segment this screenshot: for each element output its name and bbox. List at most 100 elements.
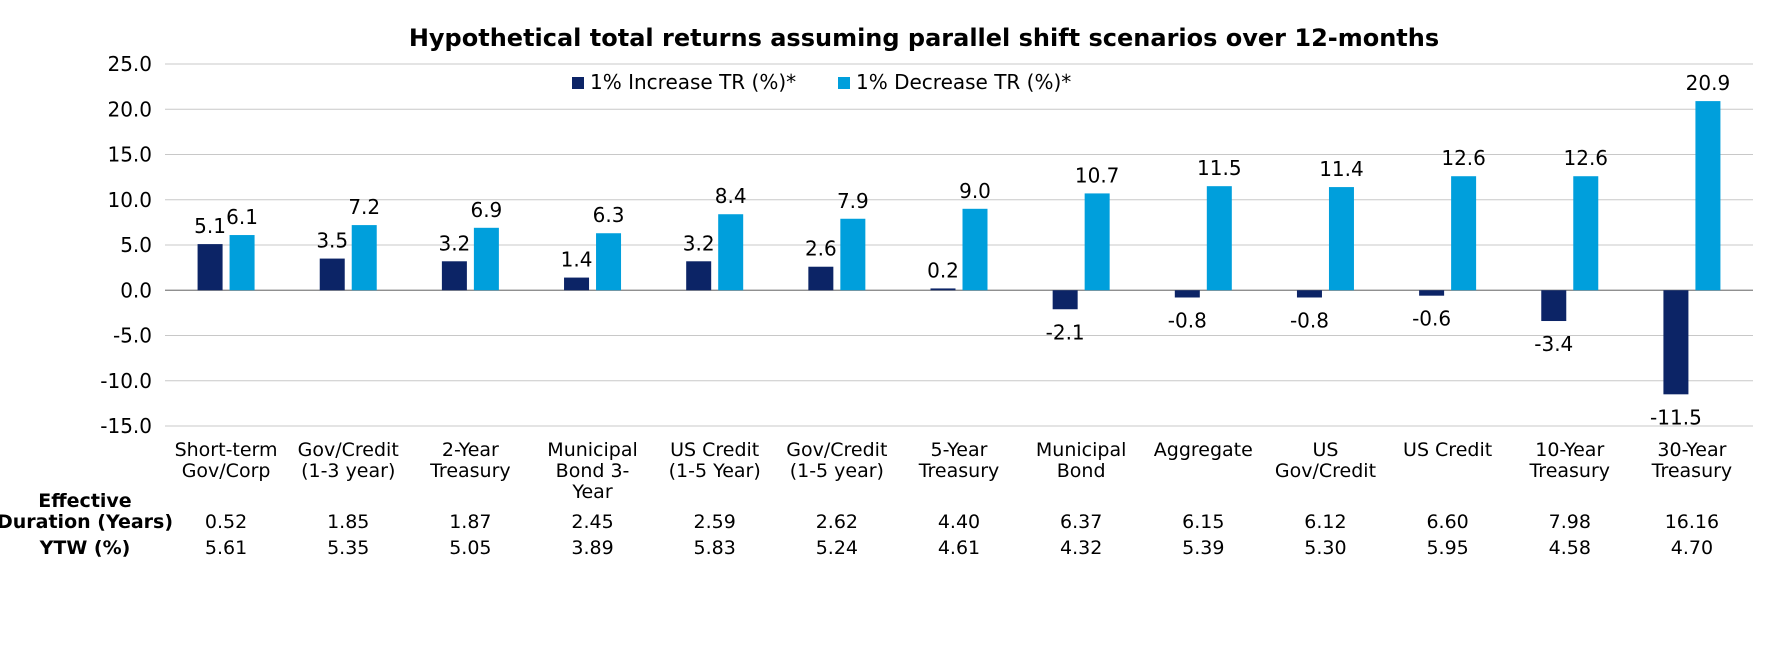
table-cell: 5.83 [694,537,736,559]
category-label: (1-3 year) [301,460,395,482]
table-cell: 2.45 [571,511,613,533]
bars [197,101,1721,395]
category-label: (1-5 Year) [669,460,761,482]
data-label: -0.8 [1290,308,1329,332]
bar-decrease [351,225,377,291]
table-cell: 5.30 [1304,537,1346,559]
bar-increase [930,288,956,291]
table-cell: 6.12 [1304,511,1346,533]
bar-increase [1419,290,1445,296]
data-label: -0.8 [1168,308,1207,332]
bar-decrease [1328,187,1354,291]
bar-increase [1663,290,1689,395]
data-label: 6.9 [470,198,502,222]
data-label: 5.1 [194,214,226,238]
table-cell: 4.32 [1060,537,1102,559]
data-label: 12.6 [1564,146,1609,170]
table-cell: 5.05 [449,537,491,559]
data-label: 1.4 [561,248,593,272]
data-label: -11.5 [1650,405,1702,429]
y-tick-label: -5.0 [113,324,152,348]
chart-title: Hypothetical total returns assuming para… [409,24,1439,52]
category-label: Municipal [547,439,637,461]
data-label: 3.2 [438,231,470,255]
category-label: Gov/Credit [298,439,399,461]
category-label: Bond 3- [556,460,630,482]
bar-decrease [229,235,255,291]
bar-decrease [473,227,499,291]
category-label: Gov/Corp [182,460,271,482]
category-label: Aggregate [1154,439,1253,461]
category-label: 10-Year [1535,439,1604,461]
table-cell: 6.15 [1182,511,1224,533]
table-cell: 2.62 [816,511,858,533]
y-tick-label: -10.0 [100,369,152,393]
category-label: Year [571,481,612,503]
legend-swatch [838,77,850,89]
category-label: Treasury [429,460,511,482]
bar-increase [1052,290,1078,310]
category-label: 2-Year [442,439,499,461]
data-label: 10.7 [1075,163,1120,187]
data-label: 11.5 [1197,156,1242,180]
y-tick-label: 0.0 [120,278,152,302]
data-label: 9.0 [959,179,991,203]
legend-label: 1% Decrease TR (%)* [856,70,1071,94]
legend-label: 1% Increase TR (%)* [590,70,796,94]
category-label: US [1312,439,1338,461]
y-tick-label: 5.0 [120,233,152,257]
bar-decrease [1206,186,1232,291]
data-label: 3.2 [683,231,715,255]
bar-decrease [1451,176,1477,291]
bar-increase [197,244,223,291]
table-cell: 1.87 [449,511,491,533]
bar-decrease [1573,176,1599,291]
table-cell: 6.60 [1426,511,1468,533]
gridlines [165,63,1753,427]
data-label: 11.4 [1319,157,1364,181]
data-label: 12.6 [1441,146,1486,170]
y-tick-label: 25.0 [107,52,152,76]
data-label: 3.5 [316,229,348,253]
legend-swatch [572,77,584,89]
table-row-label: YTW (%) [39,537,131,559]
data-label: 7.9 [837,189,869,213]
y-axis-ticks: 25.0 20.0 15.0 10.0 5.0 0.0 -5.0 -10.0 -15.0 [100,52,152,438]
bar-increase [564,277,590,291]
data-label: 8.4 [715,184,747,208]
bar-increase [441,261,467,291]
bar-increase [1541,290,1567,322]
category-label: Treasury [1528,460,1610,482]
y-tick-label: -15.0 [100,414,152,438]
category-label: Treasury [1651,460,1733,482]
table-cell: 0.52 [205,511,247,533]
bar-decrease [718,214,744,291]
category-label: Bond [1057,460,1106,482]
category-label: Short-term [175,439,278,461]
table-cell: 3.89 [571,537,613,559]
table-row-label: Effective [38,490,131,512]
data-label: 7.2 [348,195,380,219]
table-cell: 4.58 [1549,537,1591,559]
y-tick-label: 10.0 [107,188,152,212]
data-label: -3.4 [1534,332,1573,356]
data-label: 2.6 [805,237,837,261]
data-label: -2.1 [1046,320,1085,344]
data-labels: 5.1 6.13.57.23.26.91.46.33.28.42.67.90.29… [194,71,1730,429]
data-label: 6.3 [593,203,625,227]
data-label: -0.6 [1412,307,1451,331]
bar-increase [1174,290,1200,298]
table-cell: 2.59 [694,511,736,533]
category-label: 30-Year [1657,439,1726,461]
bar-decrease [596,233,622,291]
category-label: US Credit [1403,439,1492,461]
category-label: (1-5 year) [790,460,884,482]
table-row-label: Duration (Years) [0,511,173,533]
table-cell: 1.85 [327,511,369,533]
y-tick-label: 15.0 [107,143,152,167]
category-label: 5-Year [931,439,988,461]
category-label: Municipal [1036,439,1126,461]
